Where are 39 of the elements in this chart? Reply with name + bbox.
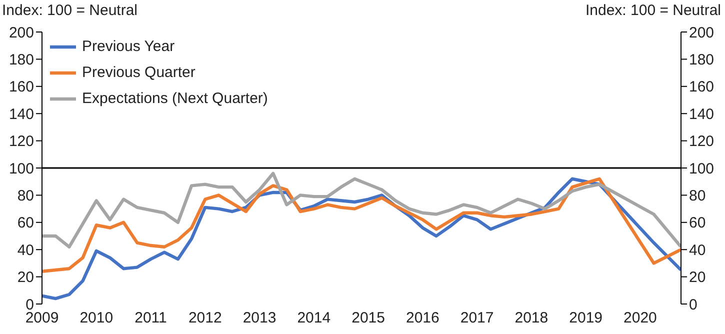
y2-tick-label: 100	[689, 160, 714, 178]
legend-label: Previous Year	[82, 37, 175, 57]
line-series	[42, 172, 681, 248]
y-tick-label: 20	[17, 269, 34, 286]
y-tick-label: 60	[17, 214, 34, 232]
legend-label: Expectations (Next Quarter)	[82, 89, 268, 109]
x-tick-label: 2018	[514, 310, 548, 327]
y-tick-label: 200	[8, 24, 34, 42]
text: Index: 100 = Neutral	[2, 2, 138, 19]
y2-tick-label: 200	[689, 24, 714, 42]
y-tick-label: 160	[8, 78, 34, 96]
y-tick-label: 40	[17, 242, 34, 259]
x-tick-label: 2012	[188, 310, 222, 327]
x-tick-label: 2017	[460, 310, 494, 327]
y-tick-label: 180	[8, 52, 34, 69]
x-tick-label: 2019	[569, 310, 603, 327]
y2-tick-label: 120	[689, 133, 714, 150]
x-tick-label: 2011	[134, 310, 167, 327]
y2-tick-label: 80	[689, 188, 706, 205]
y2-tick-label: 60	[689, 214, 706, 232]
y2-tick-label: 160	[689, 78, 714, 96]
y-tick-label: 140	[8, 106, 34, 123]
y-tick-label: 120	[8, 133, 34, 150]
y-tick-label: 80	[17, 188, 34, 205]
x-tick-label: 2014	[297, 310, 331, 327]
y2-tick-label: 180	[689, 52, 714, 69]
x-tick-label: 2010	[80, 310, 114, 327]
x-tick-label: 2016	[406, 310, 440, 327]
x-tick-label: 2020	[624, 310, 657, 327]
y2-tick-label: 0	[689, 296, 698, 314]
y2-tick-label: 20	[689, 269, 706, 286]
y2-tick-label: 140	[689, 106, 714, 123]
line-series	[42, 177, 681, 273]
y-tick-label: 100	[8, 160, 34, 178]
x-tick-label: 2013	[242, 310, 276, 327]
legend-label: Previous Quarter	[82, 63, 196, 83]
x-tick-label: 2015	[352, 310, 385, 327]
text: Index: 100 = Neutral	[585, 2, 721, 19]
y2-tick-label: 40	[689, 242, 706, 259]
